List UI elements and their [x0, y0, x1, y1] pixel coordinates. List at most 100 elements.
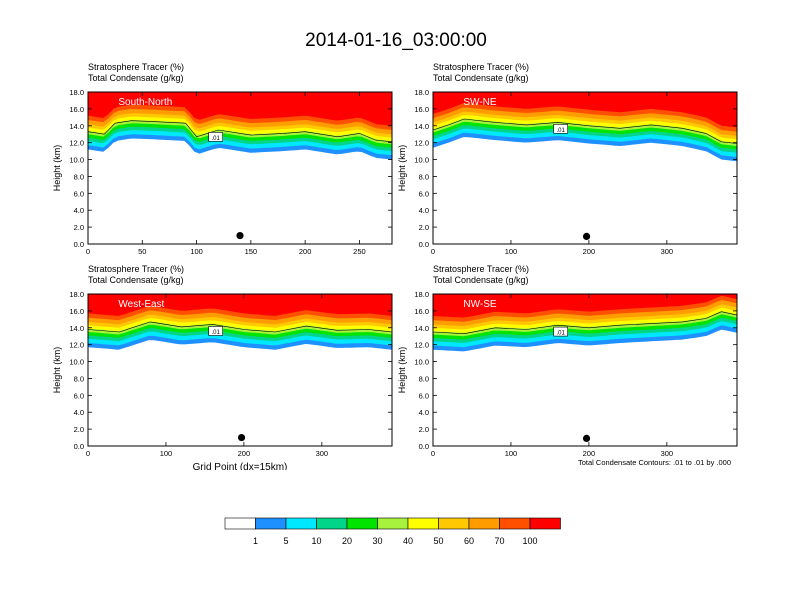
- top-label-2: Total Condensate (g/kg): [88, 275, 184, 285]
- contour-label-box: [553, 124, 568, 134]
- y-tick-label: 8.0: [74, 172, 84, 181]
- tracer-band-100: [88, 294, 392, 316]
- colorbar-swatch: [438, 517, 470, 530]
- panel-south-north: Stratosphere Tracer (%)Total Condensate …: [52, 62, 393, 256]
- panel-west-east: Stratosphere Tracer (%)Total Condensate …: [52, 264, 393, 470]
- y-tick-label: 4.0: [419, 206, 429, 215]
- y-tick-label: 2.0: [419, 425, 429, 434]
- y-tick-label: 8.0: [74, 374, 84, 383]
- top-label-1: Stratosphere Tracer (%): [88, 264, 184, 274]
- x-tick-label: 0: [86, 449, 90, 458]
- x-tick-label: 300: [661, 247, 674, 256]
- panel-sw-ne: Stratosphere Tracer (%)Total Condensate …: [397, 62, 738, 256]
- x-tick-label: 100: [505, 247, 518, 256]
- x-tick-label: 150: [245, 247, 258, 256]
- x-tick-label: 250: [353, 247, 366, 256]
- y-tick-label: 12.0: [414, 139, 429, 148]
- y-tick-label: 2.0: [74, 425, 84, 434]
- x-tick-label: 200: [299, 247, 312, 256]
- condensate-contour: [87, 321, 393, 333]
- colorbar: 1 5 10 20 30 40 50 60 70 100: [224, 517, 561, 546]
- y-tick-label: 2.0: [74, 223, 84, 232]
- x-tick-label: 300: [661, 449, 674, 458]
- x-tick-label: 0: [86, 247, 90, 256]
- y-tick-label: 6.0: [419, 391, 429, 400]
- y-tick-label: 8.0: [419, 172, 429, 181]
- plot-frame: [432, 293, 738, 447]
- x-tick-label: 100: [160, 449, 173, 458]
- y-tick-label: 0.0: [74, 240, 84, 249]
- location-marker: [237, 433, 246, 442]
- top-label-2: Total Condensate (g/kg): [88, 73, 184, 83]
- colorbar-swatch: [468, 517, 500, 530]
- colorbar-swatch: [255, 517, 287, 530]
- panel-label: West-East: [118, 299, 164, 310]
- condensate-contour: [432, 311, 738, 335]
- panel-label: South-North: [118, 97, 172, 108]
- contour-label: .01: [212, 136, 221, 142]
- y-tick-label: 10.0: [414, 358, 429, 367]
- x-tick-label: 0: [431, 449, 435, 458]
- location-marker: [582, 232, 591, 240]
- panel-label: SW-NE: [463, 97, 496, 108]
- colorbar-label: 5: [283, 536, 288, 546]
- colorbar-swatch: [316, 517, 348, 530]
- y-tick-label: 0.0: [74, 442, 84, 451]
- y-tick-label: 10.0: [69, 156, 84, 165]
- contour-label-box: [208, 326, 223, 336]
- y-tick-label: 0.0: [419, 442, 429, 451]
- top-label-1: Stratosphere Tracer (%): [433, 264, 529, 274]
- colorbar-swatch: [407, 517, 439, 530]
- contour-label: .01: [557, 331, 566, 337]
- x-tick-label: 300: [316, 449, 329, 458]
- y-axis-label: Height (km): [397, 145, 407, 192]
- colorbar-label: 70: [494, 536, 504, 546]
- x-tick-label: 200: [583, 247, 596, 256]
- y-tick-label: 16.0: [414, 307, 429, 316]
- plot-frame: [432, 91, 738, 245]
- colorbar-label: 40: [403, 536, 413, 546]
- colorbar-label: 10: [311, 536, 321, 546]
- colorbar-label: 100: [522, 536, 537, 546]
- y-tick-label: 6.0: [74, 391, 84, 400]
- colorbar-swatch: [499, 517, 531, 530]
- top-label-1: Stratosphere Tracer (%): [88, 62, 184, 72]
- tracer-band-100: [88, 92, 392, 126]
- top-label-2: Total Condensate (g/kg): [433, 73, 529, 83]
- x-tick-label: 0: [431, 247, 435, 256]
- colorbar-label: 50: [433, 536, 443, 546]
- panel-nw-se: Stratosphere Tracer (%)Total Condensate …: [397, 264, 738, 458]
- y-tick-label: 6.0: [419, 189, 429, 198]
- tracer-band-100: [433, 92, 737, 128]
- x-tick-label: 200: [238, 449, 251, 458]
- y-tick-label: 6.0: [74, 189, 84, 198]
- location-marker: [236, 231, 244, 240]
- x-tick-label: 50: [138, 247, 146, 256]
- condensate-contour: [87, 120, 393, 143]
- colorbar-swatch: [224, 517, 256, 530]
- contour-label-box: [208, 132, 223, 142]
- y-tick-label: 18.0: [414, 290, 429, 299]
- plot-frame: [87, 91, 393, 245]
- y-tick-label: 12.0: [69, 341, 84, 350]
- x-axis-label: Grid Point (dx=15km): [193, 462, 288, 470]
- y-tick-label: 16.0: [69, 105, 84, 114]
- y-tick-label: 18.0: [69, 290, 84, 299]
- y-tick-label: 14.0: [69, 122, 84, 131]
- y-tick-label: 12.0: [69, 139, 84, 148]
- y-tick-label: 4.0: [74, 408, 84, 417]
- y-tick-label: 0.0: [419, 240, 429, 249]
- y-tick-label: 10.0: [414, 156, 429, 165]
- colorbar-label: 1: [253, 536, 258, 546]
- y-tick-label: 14.0: [414, 324, 429, 333]
- colorbar-swatch: [377, 517, 409, 530]
- contour-label: .01: [557, 128, 566, 134]
- colorbar-label: 60: [464, 536, 474, 546]
- colorbar-label: 20: [342, 536, 352, 546]
- y-tick-label: 8.0: [419, 374, 429, 383]
- contour-label-box: [553, 326, 568, 337]
- y-tick-label: 12.0: [414, 341, 429, 350]
- condensate-contour: [432, 118, 738, 144]
- x-tick-label: 100: [190, 247, 203, 256]
- y-tick-label: 10.0: [69, 358, 84, 367]
